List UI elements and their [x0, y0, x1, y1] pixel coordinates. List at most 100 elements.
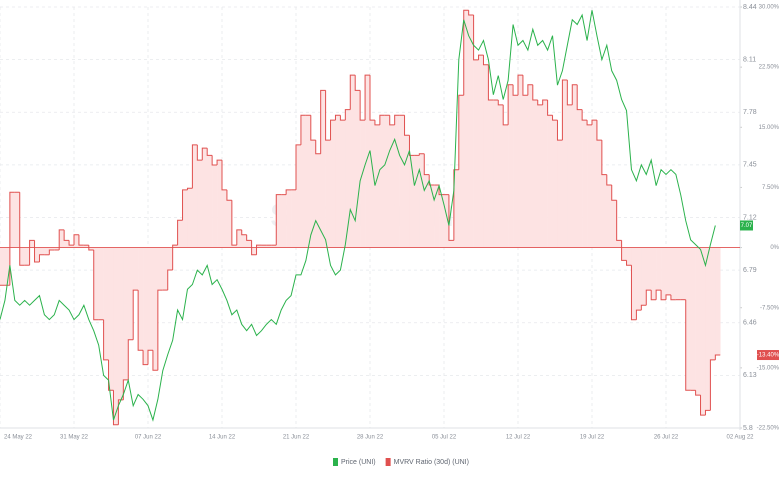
mvrv-area-segment: [488, 100, 494, 248]
mvrv-step: [300, 114, 306, 145]
y-tick-label: 7.78: [743, 109, 757, 116]
mvrv-area-segment: [468, 15, 474, 248]
mvrv-area-segment: [626, 247, 632, 266]
mvrv-step: [137, 290, 144, 351]
mvrv-step: [349, 74, 356, 110]
mvrv-area-segment: [93, 247, 99, 320]
mvrv-area-segment: [128, 247, 134, 340]
mvrv-area-segment: [172, 245, 178, 248]
y-tick-label: 6.46: [743, 320, 757, 327]
mvrv-area-segment: [355, 90, 361, 248]
mvrv-step: [418, 153, 425, 156]
mvrv-step: [606, 174, 612, 186]
mvrv-step: [359, 90, 366, 121]
last-value-badge: [757, 350, 779, 361]
x-tick-label: 26 Jul 22: [654, 435, 679, 441]
mvrv-area-segment: [29, 240, 35, 248]
mvrv-area-segment: [547, 115, 553, 248]
mvrv-step: [552, 115, 558, 121]
x-tick-label: 19 Jul 22: [580, 435, 605, 441]
mvrv-area-segment: [222, 189, 228, 248]
mvrv-area-segment: [518, 75, 524, 248]
mvrv-area-segment: [690, 247, 696, 391]
mvrv-step: [275, 194, 282, 246]
last-value-badge: [740, 220, 753, 231]
mvrv-area-segment: [4, 247, 11, 286]
x-tick-label: 05 Jul 22: [432, 435, 457, 441]
mvrv-area-segment: [444, 194, 450, 248]
mvrv-area-segment: [207, 155, 213, 248]
mvrv-step: [344, 109, 351, 121]
mvrv-area-segment: [661, 247, 667, 300]
mvrv-area-segment: [192, 144, 198, 248]
mvrv-step: [561, 79, 568, 141]
mvrv-area-segment: [651, 247, 657, 300]
mvrv-area-segment: [483, 64, 489, 248]
x-tick-label: 28 Jun 22: [357, 435, 384, 441]
mvrv-area-segment: [542, 100, 548, 248]
mvrv-area-segment: [370, 120, 376, 248]
mvrv-area-segment: [44, 247, 50, 255]
mvrv-area-segment: [236, 229, 243, 248]
mvrv-area-segment: [167, 247, 173, 271]
mvrv-step: [423, 153, 430, 176]
mvrv-area-segment: [532, 100, 539, 248]
mvrv-step: [640, 304, 647, 311]
mvrv-step: [182, 189, 188, 221]
mvrv-area-segment: [39, 247, 45, 255]
mvrv-area-segment: [527, 84, 534, 248]
mvrv-area-segment: [680, 247, 687, 300]
mvrv-step: [354, 75, 361, 91]
mvrv-step: [537, 100, 543, 106]
mvrv-area-segment: [78, 245, 85, 248]
x-tick-label: 14 Jun 22: [209, 435, 236, 441]
mvrv-step: [241, 229, 247, 236]
mvrv-area-segment: [118, 247, 124, 400]
mvrv-area-segment: [49, 247, 55, 250]
mvrv-area-segment: [537, 104, 543, 248]
mvrv-area-segment: [592, 120, 598, 248]
mvrv-step: [635, 309, 642, 320]
mvrv-step: [379, 114, 385, 125]
y2-tick-label: -22.50%: [757, 426, 780, 432]
legend-swatch: [333, 458, 338, 466]
mvrv-step: [463, 9, 469, 96]
y-tick-label: 8.11: [743, 56, 756, 63]
mvrv-step: [650, 290, 657, 301]
legend-label: MVRV Ratio (30d) (UNI): [394, 459, 469, 466]
mvrv-step: [374, 120, 380, 126]
mvrv-step: [611, 185, 617, 201]
mvrv-area-segment: [59, 229, 65, 248]
mvrv-step: [408, 135, 415, 156]
mvrv-step: [556, 120, 563, 141]
mvrv-step: [256, 244, 262, 255]
mvrv-step: [246, 234, 252, 241]
mvrv-area-segment: [636, 247, 642, 311]
mvrv-area-segment: [453, 169, 460, 248]
mvrv-step: [226, 189, 232, 201]
mvrv-step: [512, 84, 518, 96]
mvrv-area-segment: [621, 247, 627, 261]
x-tick-label: 12 Jul 22: [506, 435, 531, 441]
mvrv-area-segment: [572, 84, 578, 248]
mvrv-area-segment: [261, 245, 267, 248]
mvrv-step: [621, 240, 627, 261]
mvrv-step: [112, 390, 119, 426]
mvrv-series: [0, 9, 721, 426]
mvrv-step: [714, 354, 721, 360]
mvrv-step: [73, 234, 79, 246]
mvrv-step: [9, 191, 15, 286]
mvrv-area-segment: [74, 234, 80, 248]
mvrv-step: [670, 294, 676, 301]
y-tick-label: 6.79: [743, 267, 757, 274]
mvrv-area-segment: [345, 109, 351, 248]
mvrv-step: [660, 290, 666, 301]
y2-tick-label: 7.50%: [762, 185, 780, 191]
legend-label: Price (UNI): [341, 459, 376, 466]
mvrv-step: [581, 109, 588, 121]
mvrv-step: [655, 289, 662, 300]
mvrv-area-segment: [340, 120, 346, 248]
mvrv-area-segment: [300, 115, 307, 248]
mvrv-step: [186, 187, 193, 190]
mvrv-area-segment: [384, 115, 391, 248]
